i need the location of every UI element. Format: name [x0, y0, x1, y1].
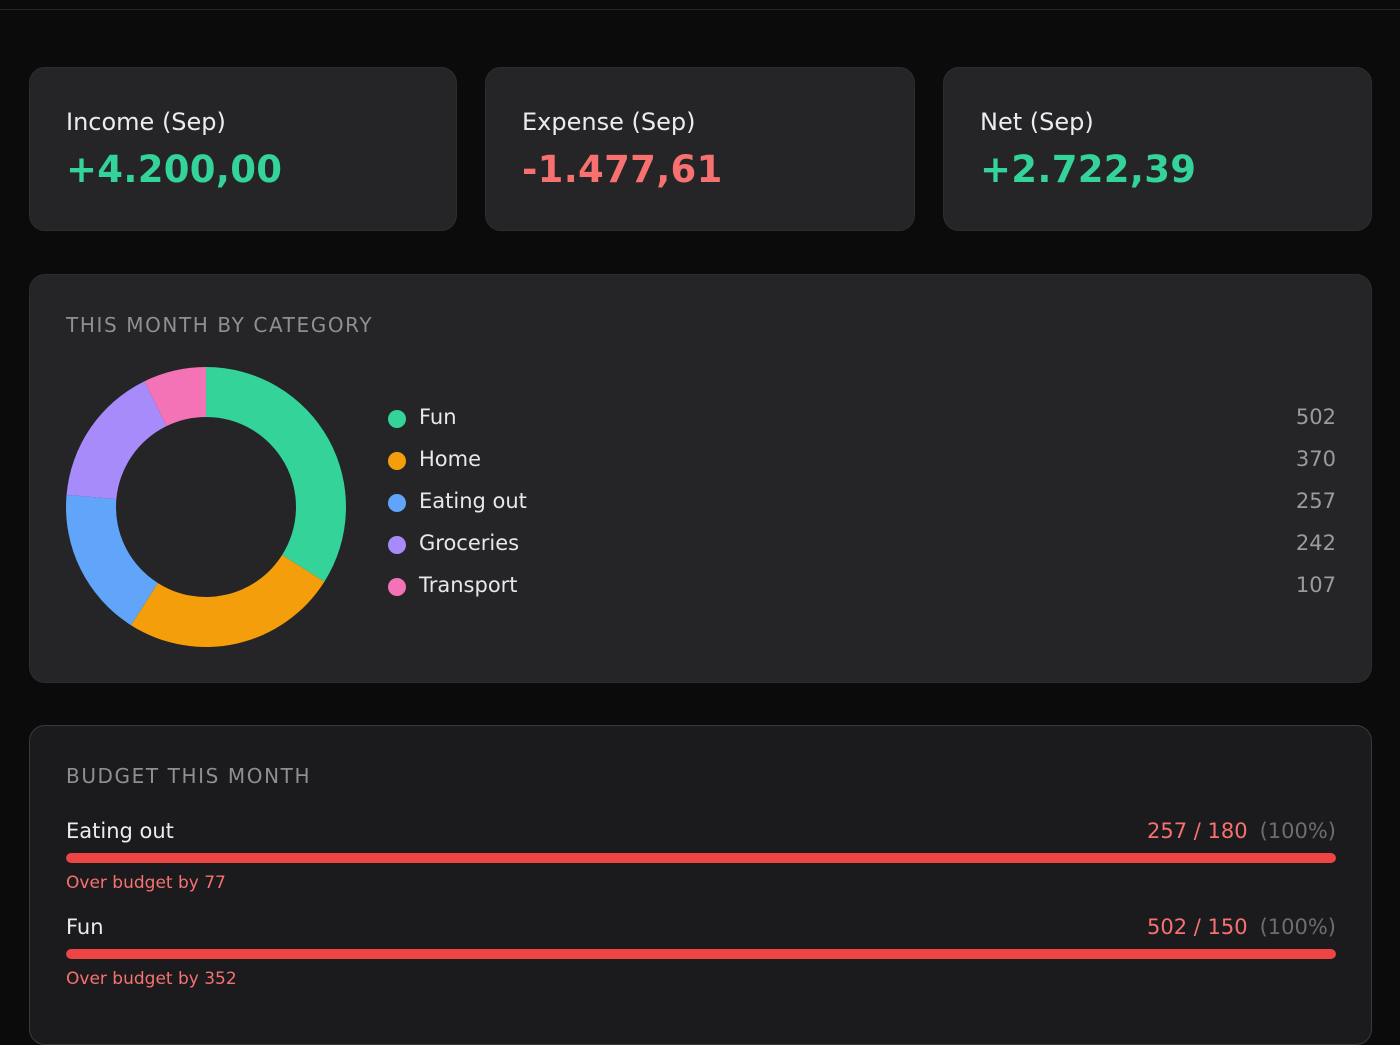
expense-label: Expense (Sep) [522, 108, 696, 136]
donut-slice-eating-out [65, 494, 158, 626]
income-card: Income (Sep) +4.200,00 [29, 67, 457, 231]
income-label: Income (Sep) [66, 108, 226, 136]
legend-item-groceries: Groceries 242 [386, 531, 1336, 573]
legend-item-transport: Transport 107 [386, 573, 1336, 615]
budget-row-eating-out: Eating out 257 / 180 (100%) Over budget b… [66, 819, 1336, 899]
legend-label: Eating out [419, 489, 527, 513]
budget-over-note: Over budget by 352 [66, 969, 237, 989]
budget-panel: BUDGET THIS MONTH Eating out 257 / 180 (1… [29, 725, 1372, 1045]
budget-progress-track [66, 949, 1336, 959]
legend-item-home: Home 370 [386, 447, 1336, 489]
budget-amount: 502 / 150 [1146, 915, 1248, 939]
donut-slice-transport [144, 367, 206, 427]
budget-category-name: Eating out [66, 819, 174, 843]
legend-label: Fun [419, 405, 457, 429]
expense-value: -1.477,61 [522, 148, 723, 191]
category-panel-title: THIS MONTH BY CATEGORY [66, 313, 374, 337]
budget-amount-group: 502 / 150 (100%) [1147, 915, 1336, 939]
legend-label: Groceries [419, 531, 520, 555]
legend-value: 370 [1295, 447, 1336, 471]
legend-value: 242 [1295, 531, 1336, 555]
budget-amount: 257 / 180 [1146, 819, 1248, 843]
budget-progress-fill [66, 949, 1336, 959]
budget-percent: (100%) [1259, 915, 1336, 939]
budget-amount-group: 257 / 180 (100%) [1147, 819, 1336, 843]
category-legend: Fun 502 Home 370 Eating out 257 Grocerie… [386, 405, 1336, 615]
category-panel: THIS MONTH BY CATEGORY Fun 502 Home 370 … [29, 274, 1372, 683]
legend-swatch [388, 494, 406, 512]
budget-percent: (100%) [1259, 819, 1336, 843]
legend-value: 502 [1295, 405, 1336, 429]
top-divider [0, 9, 1400, 10]
legend-value: 107 [1295, 573, 1336, 597]
legend-label: Transport [419, 573, 518, 597]
net-value: +2.722,39 [980, 148, 1197, 191]
legend-swatch [388, 410, 406, 428]
income-value: +4.200,00 [66, 148, 283, 191]
donut-slice-fun [206, 367, 346, 582]
donut-slice-home [130, 555, 325, 647]
category-donut-chart [65, 367, 346, 647]
budget-progress-fill [66, 853, 1336, 863]
budget-panel-title: BUDGET THIS MONTH [66, 764, 312, 788]
donut-slice-groceries [66, 381, 167, 500]
net-label: Net (Sep) [980, 108, 1094, 136]
budget-row-fun: Fun 502 / 150 (100%) Over budget by 352 [66, 915, 1336, 995]
net-card: Net (Sep) +2.722,39 [943, 67, 1372, 231]
legend-label: Home [419, 447, 482, 471]
legend-swatch [388, 578, 406, 596]
legend-item-eating-out: Eating out 257 [386, 489, 1336, 531]
legend-swatch [388, 536, 406, 554]
budget-category-name: Fun [66, 915, 104, 939]
legend-value: 257 [1295, 489, 1336, 513]
expense-card: Expense (Sep) -1.477,61 [485, 67, 915, 231]
legend-item-fun: Fun 502 [386, 405, 1336, 447]
budget-over-note: Over budget by 77 [66, 873, 226, 893]
budget-progress-track [66, 853, 1336, 863]
legend-swatch [388, 452, 406, 470]
